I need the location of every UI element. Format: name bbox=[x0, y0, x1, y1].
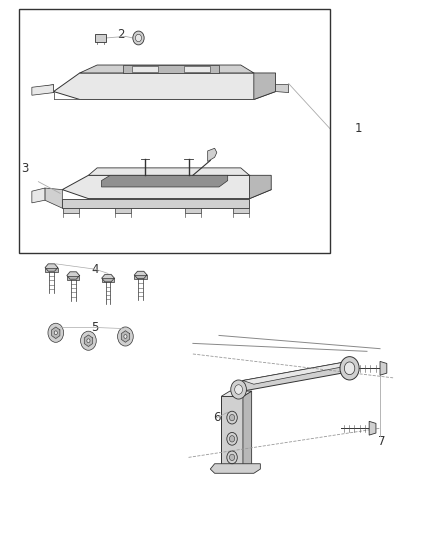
Circle shape bbox=[344, 362, 355, 375]
Polygon shape bbox=[45, 188, 62, 208]
Polygon shape bbox=[250, 175, 271, 199]
Circle shape bbox=[54, 331, 57, 335]
Text: 6: 6 bbox=[213, 411, 221, 424]
Polygon shape bbox=[232, 362, 345, 397]
Polygon shape bbox=[276, 85, 289, 93]
Polygon shape bbox=[243, 362, 354, 384]
Polygon shape bbox=[32, 85, 53, 95]
Circle shape bbox=[117, 327, 133, 346]
Circle shape bbox=[87, 339, 90, 343]
Polygon shape bbox=[88, 168, 250, 175]
Circle shape bbox=[135, 34, 141, 42]
Polygon shape bbox=[102, 278, 114, 282]
Circle shape bbox=[235, 385, 243, 394]
Circle shape bbox=[231, 380, 247, 399]
Polygon shape bbox=[369, 421, 376, 435]
Polygon shape bbox=[32, 188, 45, 203]
Polygon shape bbox=[95, 34, 106, 42]
Text: 1: 1 bbox=[354, 122, 362, 135]
Polygon shape bbox=[121, 331, 130, 342]
Text: 7: 7 bbox=[378, 435, 386, 448]
Polygon shape bbox=[132, 66, 158, 72]
Polygon shape bbox=[123, 65, 219, 73]
Polygon shape bbox=[210, 464, 260, 473]
Polygon shape bbox=[102, 274, 114, 282]
Polygon shape bbox=[53, 73, 276, 100]
Polygon shape bbox=[45, 85, 53, 93]
Polygon shape bbox=[184, 66, 210, 72]
Polygon shape bbox=[67, 272, 79, 279]
Circle shape bbox=[230, 435, 235, 442]
Polygon shape bbox=[221, 397, 243, 471]
Polygon shape bbox=[63, 208, 79, 214]
Polygon shape bbox=[185, 208, 201, 214]
Polygon shape bbox=[52, 327, 60, 338]
Polygon shape bbox=[102, 175, 228, 187]
Circle shape bbox=[230, 454, 235, 461]
Polygon shape bbox=[80, 65, 254, 73]
Polygon shape bbox=[233, 208, 249, 214]
Text: 4: 4 bbox=[91, 263, 99, 276]
Polygon shape bbox=[254, 73, 276, 100]
Polygon shape bbox=[62, 199, 250, 208]
Polygon shape bbox=[243, 391, 252, 471]
Polygon shape bbox=[85, 335, 92, 346]
Text: 2: 2 bbox=[117, 28, 125, 41]
Polygon shape bbox=[62, 175, 271, 199]
Circle shape bbox=[133, 31, 144, 45]
Polygon shape bbox=[116, 208, 131, 214]
Polygon shape bbox=[134, 271, 147, 279]
Text: 3: 3 bbox=[21, 162, 29, 175]
Text: 5: 5 bbox=[91, 321, 99, 334]
Circle shape bbox=[340, 357, 359, 380]
Circle shape bbox=[48, 323, 64, 342]
Circle shape bbox=[124, 335, 127, 338]
Circle shape bbox=[81, 331, 96, 350]
Bar bbox=[19, 10, 330, 253]
Polygon shape bbox=[45, 264, 58, 271]
Polygon shape bbox=[380, 361, 387, 375]
Circle shape bbox=[230, 415, 235, 421]
Polygon shape bbox=[134, 275, 147, 279]
Polygon shape bbox=[67, 276, 79, 280]
Polygon shape bbox=[45, 268, 58, 272]
Polygon shape bbox=[221, 391, 252, 397]
Polygon shape bbox=[208, 148, 217, 161]
